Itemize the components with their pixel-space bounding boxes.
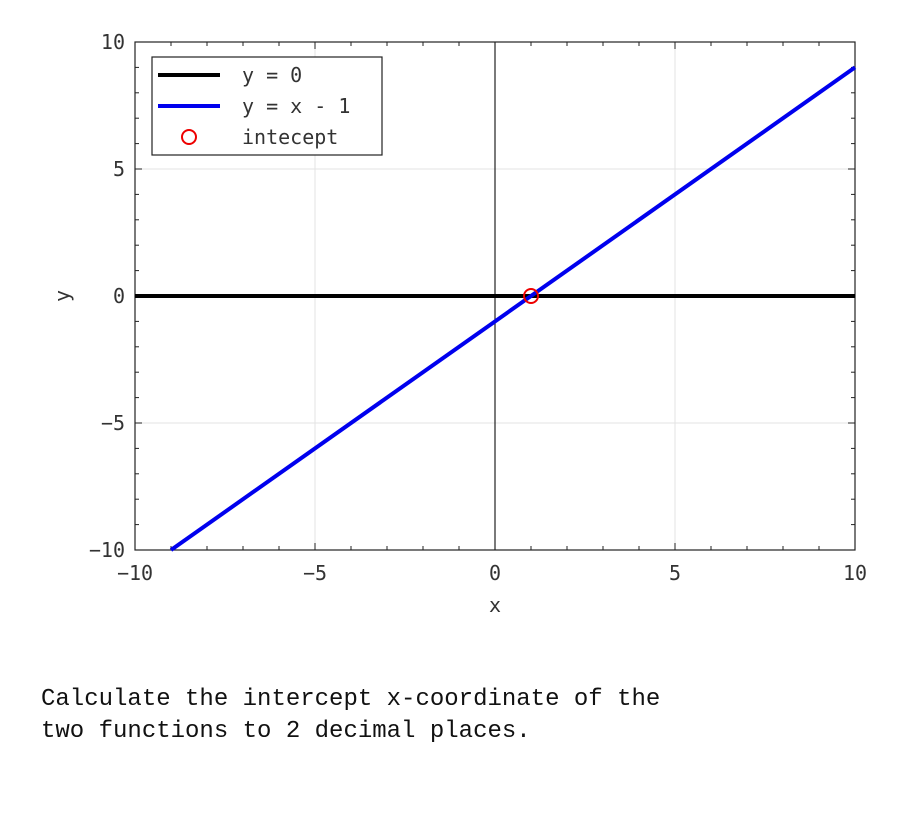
y-tick-label: 0 bbox=[113, 284, 125, 308]
intercept-marker bbox=[523, 288, 539, 304]
question-text: Calculate the intercept x-coordinate of … bbox=[41, 686, 661, 745]
y-tick-label: 5 bbox=[113, 157, 125, 181]
legend-label-marker: intecept bbox=[242, 125, 338, 149]
chart: −10 −5 0 5 10 −10 −5 0 5 10 x y y = 0 y = x - 1 intece… bbox=[50, 30, 867, 617]
x-tick-label: 5 bbox=[669, 561, 681, 585]
y-tick-label: −10 bbox=[89, 538, 125, 562]
x-tick-label: 0 bbox=[489, 561, 501, 585]
series-line-2 bbox=[169, 65, 857, 552]
y-tick-label: 10 bbox=[101, 30, 125, 54]
x-tick-label: 10 bbox=[843, 561, 867, 585]
legend-label-1: y = 0 bbox=[242, 63, 302, 87]
x-axis-label: x bbox=[489, 593, 501, 617]
legend-marker-icon bbox=[181, 129, 197, 145]
legend-label-2: y = x - 1 bbox=[242, 94, 350, 118]
y-tick-label: −5 bbox=[101, 411, 125, 435]
x-tick-label: −5 bbox=[303, 561, 327, 585]
y-axis-label: y bbox=[50, 290, 74, 302]
x-tick-label: −10 bbox=[117, 561, 153, 585]
